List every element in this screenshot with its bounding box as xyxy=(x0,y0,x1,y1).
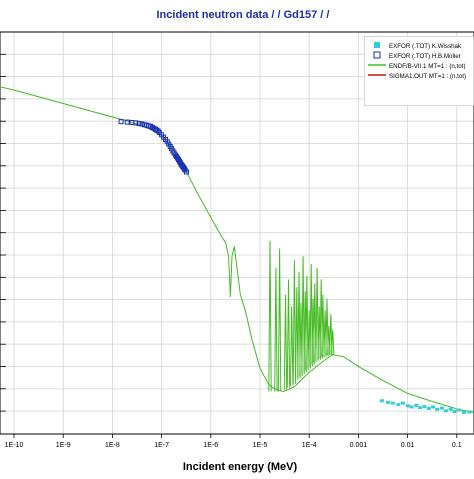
legend-label: ENDF/B-VII.1 MT=1 : (n,tot) xyxy=(389,63,466,70)
wisshak-point xyxy=(396,403,401,407)
resonance-peak xyxy=(292,260,297,384)
legend-label: EXFOR (.TOT) K.Wisshak xyxy=(389,43,462,50)
moller-point xyxy=(133,120,139,126)
x-axis: 1E-10 1E-9 1E-8 1E-7 1E-6 1E-5 1E-4 0.001 0.01 0.… xyxy=(0,53,462,449)
wisshak-point xyxy=(379,399,384,403)
resonance-peak xyxy=(331,329,335,355)
wisshak-point xyxy=(452,410,457,414)
resonance-peak xyxy=(295,287,299,380)
x-tick-label: 1E-4 xyxy=(302,442,317,449)
wisshak-point xyxy=(414,403,419,407)
moller-point xyxy=(139,121,145,127)
moller-point xyxy=(118,119,124,125)
wisshak-point xyxy=(386,400,391,404)
x-tick-label: 1E-10 xyxy=(5,442,24,449)
resonance-peak xyxy=(301,256,305,375)
wisshak-point xyxy=(461,410,466,414)
resonance-peak xyxy=(305,275,309,371)
plot-frame xyxy=(0,31,474,435)
legend: EXFOR (.TOT) K.Wisshak EXFOR (.TOT) H.B.M… xyxy=(364,36,474,106)
x-tick-label: 0.01 xyxy=(401,442,415,449)
resonance-peak xyxy=(321,294,325,358)
moller-point xyxy=(183,169,189,175)
resonance-peak xyxy=(283,294,288,390)
resonance-peak xyxy=(274,267,278,392)
x-tick-label: 0.001 xyxy=(350,442,368,449)
legend-box xyxy=(364,36,474,106)
resonance-peak xyxy=(313,283,317,363)
wisshak-point xyxy=(418,406,423,410)
chart-title: Incident neutron data / / Gd157 / / xyxy=(157,9,330,21)
wisshak-point xyxy=(426,406,431,410)
wisshak-point xyxy=(390,401,395,405)
moller-point xyxy=(124,119,130,125)
wisshak-point xyxy=(422,405,427,409)
wisshak-point xyxy=(443,409,448,413)
wisshak-point xyxy=(456,408,461,412)
x-tick-label: 0.1 xyxy=(452,442,462,449)
series-layer xyxy=(0,86,474,414)
resonance-peak xyxy=(315,267,319,361)
wisshak-point xyxy=(409,405,414,409)
resonance-peak xyxy=(277,248,282,392)
wisshak-point xyxy=(467,410,472,414)
x-tick-label: 1E-5 xyxy=(253,442,268,449)
wisshak-point xyxy=(435,407,440,411)
x-tick-label: 1E-9 xyxy=(56,442,71,449)
legend-label: EXFOR (.TOT) H.B.Moller xyxy=(389,53,461,60)
wisshak-point xyxy=(439,406,444,410)
resonance-peak xyxy=(290,306,294,386)
legend-label: SIGMA1.OUT MT=1 : (n,tot) xyxy=(389,73,466,80)
x-tick-label: 1E-8 xyxy=(105,442,120,449)
x-tick-label: 1E-7 xyxy=(154,442,169,449)
x-axis-label: Incident energy (MeV) xyxy=(183,461,298,473)
resonance-peak xyxy=(325,298,329,356)
wisshak-point xyxy=(400,401,405,405)
resonance-peak xyxy=(329,314,333,355)
legend-marker xyxy=(373,51,381,59)
wisshak-point xyxy=(405,404,410,408)
wisshak-point xyxy=(431,405,436,409)
x-tick-label: 1E-6 xyxy=(203,442,218,449)
moller-point xyxy=(136,121,142,127)
resonance-peak xyxy=(268,240,272,392)
legend-marker xyxy=(374,42,380,48)
resonance-peak xyxy=(297,271,301,379)
wisshak-point xyxy=(448,407,453,411)
resonance-peak xyxy=(286,279,291,388)
